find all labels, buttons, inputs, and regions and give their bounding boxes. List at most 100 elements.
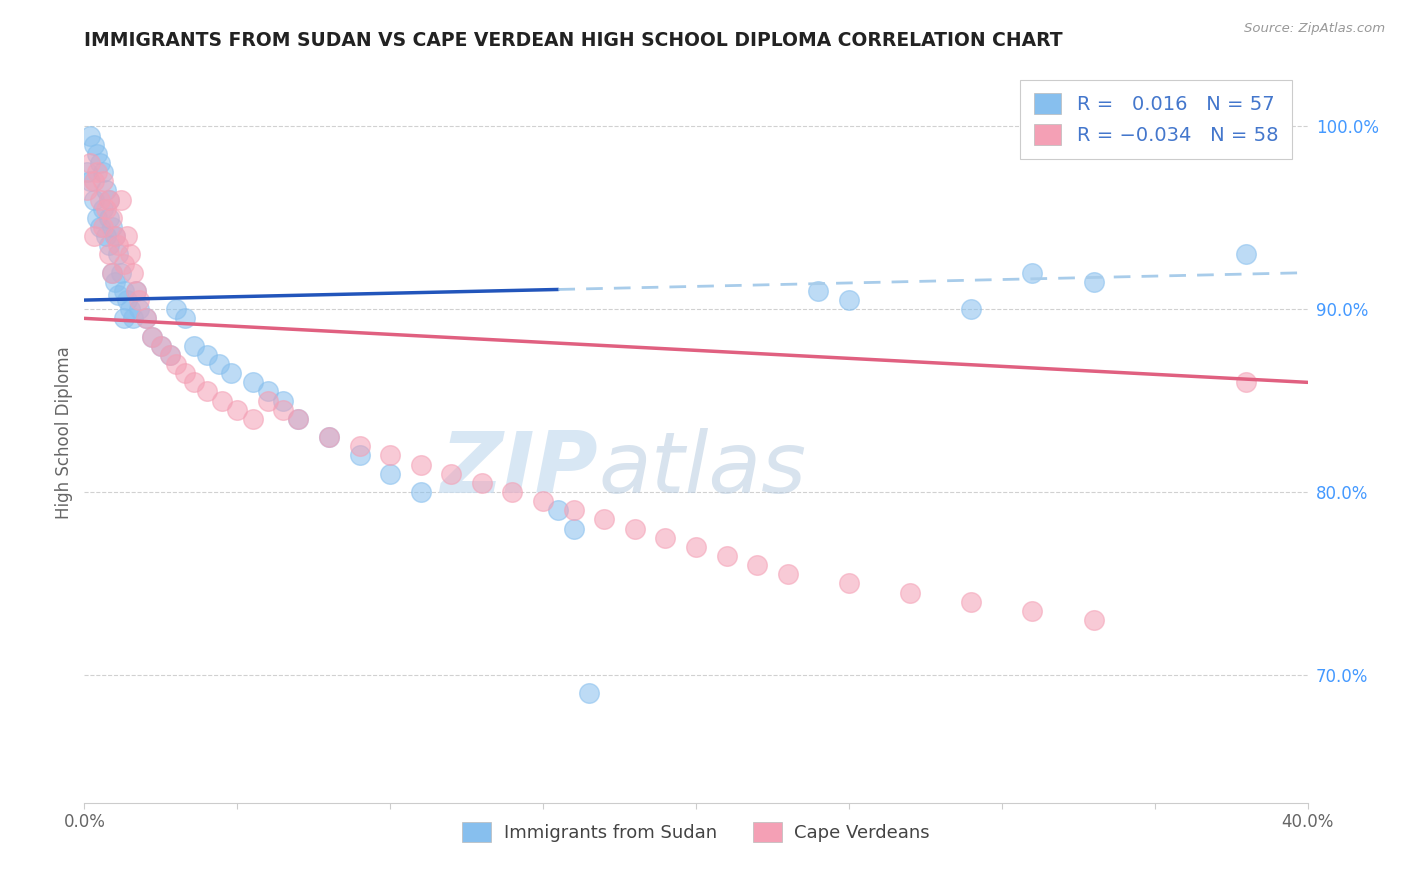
Point (122, 266, 145, 280)
Point (76, 183, 98, 197)
Point (86, 146, 108, 161)
Point (104, 229, 127, 244)
Point (86, 211, 108, 225)
Point (776, 567, 799, 582)
Point (89, 219, 111, 234)
Point (112, 311, 135, 326)
Point (1236, 247, 1258, 261)
Text: Source: ZipAtlas.com: Source: ZipAtlas.com (1244, 22, 1385, 36)
Point (83, 193, 105, 207)
Point (107, 247, 129, 261)
Point (91, 202, 114, 216)
Point (716, 549, 738, 563)
Point (562, 503, 585, 517)
Point (110, 266, 132, 280)
Point (898, 585, 921, 599)
Point (208, 357, 231, 371)
Point (97, 238, 120, 252)
Point (838, 576, 860, 591)
Point (97, 247, 120, 261)
Point (159, 348, 181, 362)
Point (562, 522, 585, 536)
Point (94, 183, 117, 197)
Point (219, 366, 242, 380)
Point (747, 558, 769, 573)
Point (183, 376, 205, 390)
Point (174, 311, 197, 326)
Point (547, 503, 569, 517)
Point (149, 339, 172, 353)
Point (257, 393, 280, 408)
Point (125, 284, 148, 298)
Point (115, 229, 138, 244)
Point (101, 211, 124, 225)
Point (89, 156, 111, 170)
Point (91, 174, 114, 188)
Point (83, 174, 105, 188)
Point (79, 128, 101, 143)
Point (165, 302, 187, 317)
Point (409, 485, 432, 500)
Point (91, 219, 114, 234)
Point (593, 512, 616, 526)
Point (141, 329, 163, 343)
Point (287, 412, 309, 426)
Point (149, 339, 172, 353)
Point (531, 494, 554, 508)
Point (107, 287, 129, 301)
Point (135, 311, 157, 326)
Point (86, 165, 108, 179)
Point (122, 311, 145, 326)
Point (471, 475, 494, 490)
Text: IMMIGRANTS FROM SUDAN VS CAPE VERDEAN HIGH SCHOOL DIPLOMA CORRELATION CHART: IMMIGRANTS FROM SUDAN VS CAPE VERDEAN HI… (84, 30, 1063, 50)
Point (271, 402, 294, 417)
Point (380, 449, 402, 463)
Text: atlas: atlas (598, 428, 806, 511)
Point (318, 430, 340, 444)
Point (1083, 613, 1105, 627)
Point (624, 522, 647, 536)
Point (183, 339, 205, 353)
Point (97, 193, 120, 207)
Point (195, 348, 218, 362)
Point (654, 531, 676, 545)
Point (349, 439, 371, 453)
Point (120, 302, 142, 317)
Point (125, 284, 148, 298)
Point (94, 229, 117, 244)
Point (960, 595, 983, 609)
Point (685, 540, 707, 554)
Point (174, 366, 197, 380)
Point (502, 485, 524, 500)
Point (76, 165, 98, 179)
Point (409, 458, 432, 472)
Point (318, 430, 340, 444)
Point (1083, 275, 1105, 289)
Point (112, 256, 135, 270)
Text: ZIP: ZIP (440, 428, 598, 511)
Point (271, 393, 294, 408)
Point (159, 348, 181, 362)
Point (211, 393, 233, 408)
Point (128, 302, 150, 317)
Point (94, 202, 117, 216)
Point (141, 329, 163, 343)
Point (807, 284, 830, 298)
Point (960, 302, 983, 317)
Point (838, 293, 860, 307)
Point (101, 219, 124, 234)
Point (79, 156, 101, 170)
Legend: Immigrants from Sudan, Cape Verdeans: Immigrants from Sudan, Cape Verdeans (454, 815, 938, 849)
Point (115, 293, 138, 307)
Point (242, 376, 264, 390)
Point (97, 211, 120, 225)
Point (226, 402, 249, 417)
Point (83, 137, 105, 152)
Point (195, 384, 218, 399)
Point (107, 238, 129, 252)
Point (440, 467, 463, 481)
Point (79, 174, 101, 188)
Point (112, 284, 135, 298)
Point (257, 384, 280, 399)
Point (242, 412, 264, 426)
